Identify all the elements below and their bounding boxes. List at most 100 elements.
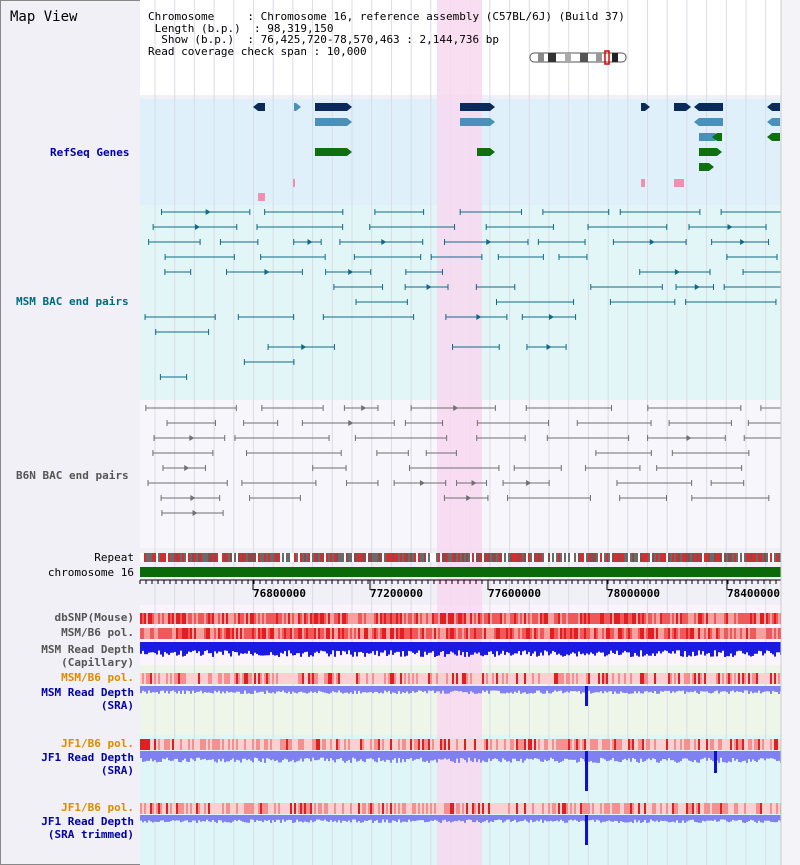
pol-mark xyxy=(552,803,554,814)
depth-bar xyxy=(438,751,440,759)
pol-mark xyxy=(638,739,640,750)
depth-bar xyxy=(226,751,228,762)
depth-bar xyxy=(424,751,426,762)
pol-mark xyxy=(340,673,342,684)
depth-bar xyxy=(618,642,620,656)
depth-bar xyxy=(466,686,468,693)
ideogram-band xyxy=(580,53,588,62)
depth-bar xyxy=(544,642,546,651)
pol-mark xyxy=(684,613,686,624)
depth-bar xyxy=(308,751,310,759)
pol-mark xyxy=(186,803,188,814)
pol-mark xyxy=(562,803,564,814)
depth-bar xyxy=(462,642,464,652)
depth-bar xyxy=(180,686,182,694)
pol-mark xyxy=(370,803,372,814)
pol-mark xyxy=(674,739,676,750)
depth-bar xyxy=(188,686,190,692)
pol-mark xyxy=(532,613,534,624)
pol-mark xyxy=(362,673,364,684)
pol-mark xyxy=(552,673,554,684)
pol-mark xyxy=(446,613,448,624)
pol-mark xyxy=(164,673,166,684)
depth-bar xyxy=(340,686,342,693)
depth-bar xyxy=(556,686,558,692)
pol-mark xyxy=(580,673,582,684)
pol-mark xyxy=(766,628,768,639)
depth-bar xyxy=(628,642,630,653)
repeat-mark xyxy=(670,553,672,562)
depth-bar xyxy=(670,815,672,823)
pol-mark xyxy=(614,628,616,639)
depth-bar xyxy=(194,642,196,651)
pol-mark xyxy=(362,628,364,639)
pol-mark xyxy=(474,613,476,624)
pol-mark xyxy=(540,613,542,624)
depth-bar xyxy=(542,751,544,762)
pol-mark xyxy=(368,613,370,624)
depth-bar xyxy=(638,642,640,657)
pol-mark xyxy=(718,673,720,684)
pol-mark xyxy=(450,739,452,750)
pol-mark xyxy=(570,803,572,814)
pol-mark xyxy=(612,673,614,684)
pol-mark xyxy=(642,803,644,814)
pol-mark xyxy=(744,739,746,750)
depth-bar xyxy=(458,642,460,651)
repeat-mark xyxy=(172,553,174,562)
pol-mark xyxy=(214,613,216,624)
depth-bar xyxy=(616,815,618,822)
pol-mark xyxy=(492,628,494,639)
pol-mark xyxy=(650,803,652,814)
pol-mark xyxy=(154,803,156,814)
depth-bar xyxy=(426,751,428,761)
pol-mark xyxy=(318,803,320,814)
pol-mark xyxy=(324,739,326,750)
pol-mark xyxy=(708,673,710,684)
depth-bar xyxy=(470,686,472,692)
bac-arrow xyxy=(184,465,190,471)
pol-mark xyxy=(608,628,610,639)
depth-bar xyxy=(744,686,746,691)
depth-bar xyxy=(290,751,292,762)
pol-mark xyxy=(178,628,180,639)
pol-mark xyxy=(540,739,542,750)
pol-mark xyxy=(564,613,566,624)
depth-bar xyxy=(168,751,170,761)
depth-bar xyxy=(476,686,478,694)
track-label-b6n-bac[interactable]: B6N BAC end pairs xyxy=(16,469,129,482)
depth-bar xyxy=(664,815,666,821)
gene-block xyxy=(699,148,717,156)
track-label-refseq[interactable]: RefSeq Genes xyxy=(50,146,130,159)
depth-bar xyxy=(380,751,382,762)
depth-bar xyxy=(518,815,520,822)
depth-bar xyxy=(640,642,642,651)
depth-bar xyxy=(176,751,178,759)
pol-mark xyxy=(466,613,468,624)
pol-mark xyxy=(562,673,564,684)
pol-mark xyxy=(554,803,556,814)
repeat-mark xyxy=(494,553,496,562)
repeat-mark xyxy=(554,553,556,562)
depth-bar xyxy=(740,815,742,821)
repeat-mark xyxy=(272,553,274,562)
pol-mark xyxy=(664,803,666,814)
pol-mark xyxy=(602,673,604,684)
track-label-msm-bac[interactable]: MSM BAC end pairs xyxy=(16,295,129,308)
depth-bar xyxy=(194,815,196,821)
depth-bar xyxy=(676,815,678,821)
pol-mark xyxy=(140,803,142,814)
pol-mark xyxy=(538,739,540,750)
depth-bar xyxy=(730,642,732,654)
depth-bar xyxy=(644,751,646,762)
pol-mark xyxy=(632,803,634,814)
pol-mark xyxy=(450,803,452,814)
pol-mark xyxy=(654,739,656,750)
depth-bar xyxy=(528,686,530,694)
depth-bar xyxy=(156,686,158,693)
pol-mark xyxy=(764,613,766,624)
bac-arrow xyxy=(466,495,472,501)
pol-mark xyxy=(360,628,362,639)
bac-arrow xyxy=(674,269,680,275)
